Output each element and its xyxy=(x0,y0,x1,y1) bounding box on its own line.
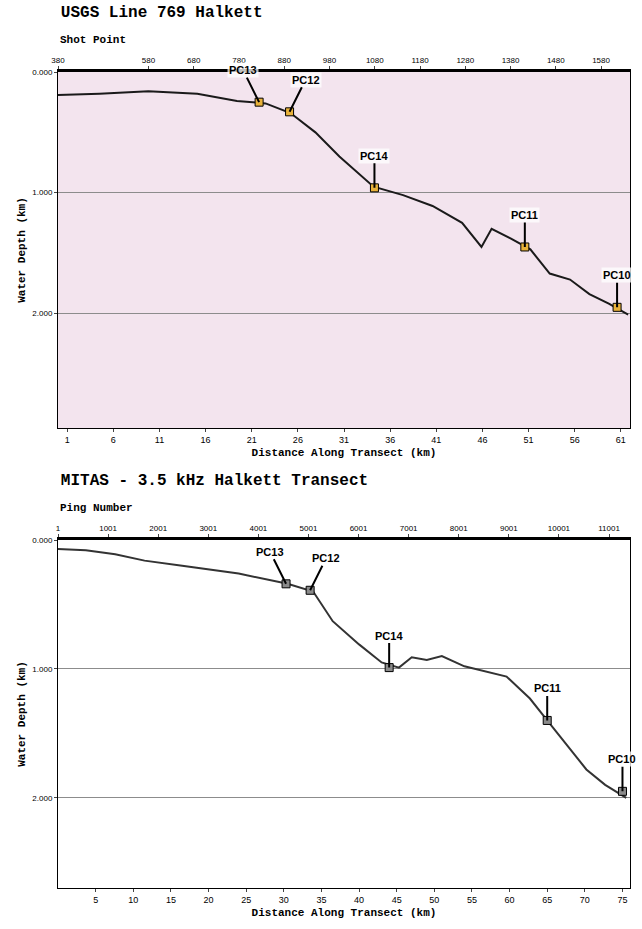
svg-text:1080: 1080 xyxy=(366,56,384,65)
svg-text:PC10: PC10 xyxy=(603,269,631,281)
svg-text:Distance Along Transect (km): Distance Along Transect (km) xyxy=(252,447,437,459)
svg-text:MITAS - 3.5 kHz Halkett Transe: MITAS - 3.5 kHz Halkett Transect xyxy=(61,472,368,490)
svg-text:1480: 1480 xyxy=(547,56,565,65)
svg-text:3001: 3001 xyxy=(199,524,217,533)
svg-text:1: 1 xyxy=(56,524,61,533)
svg-text:56: 56 xyxy=(570,435,580,445)
svg-text:4001: 4001 xyxy=(249,524,267,533)
svg-text:0.000: 0.000 xyxy=(32,68,53,77)
svg-text:PC14: PC14 xyxy=(375,630,403,642)
svg-text:2.000: 2.000 xyxy=(32,794,53,803)
svg-text:60: 60 xyxy=(505,895,515,905)
svg-text:25: 25 xyxy=(241,895,251,905)
svg-text:1.000: 1.000 xyxy=(32,665,53,674)
svg-text:51: 51 xyxy=(524,435,534,445)
svg-text:31: 31 xyxy=(339,435,349,445)
svg-text:0.000: 0.000 xyxy=(32,536,53,545)
svg-text:680: 680 xyxy=(187,56,201,65)
svg-text:11: 11 xyxy=(155,435,164,445)
svg-text:7001: 7001 xyxy=(400,524,418,533)
svg-text:46: 46 xyxy=(477,435,487,445)
svg-text:780: 780 xyxy=(232,56,246,65)
svg-text:20: 20 xyxy=(204,895,214,905)
svg-text:11001: 11001 xyxy=(598,524,620,533)
svg-text:26: 26 xyxy=(293,435,303,445)
svg-text:Ping Number: Ping Number xyxy=(60,502,133,514)
svg-text:36: 36 xyxy=(385,435,395,445)
svg-text:PC12: PC12 xyxy=(312,552,340,564)
svg-text:Water Depth (km): Water Depth (km) xyxy=(16,197,28,303)
svg-text:35: 35 xyxy=(316,895,326,905)
svg-text:70: 70 xyxy=(580,895,590,905)
svg-text:30: 30 xyxy=(279,895,289,905)
svg-text:Shot Point: Shot Point xyxy=(60,34,126,46)
svg-text:2001: 2001 xyxy=(149,524,167,533)
svg-text:9001: 9001 xyxy=(500,524,518,533)
svg-text:10: 10 xyxy=(128,895,138,905)
svg-text:Water Depth (km): Water Depth (km) xyxy=(16,661,28,767)
svg-text:21: 21 xyxy=(247,435,257,445)
svg-text:61: 61 xyxy=(616,435,626,445)
svg-text:55: 55 xyxy=(467,895,477,905)
svg-text:45: 45 xyxy=(392,895,402,905)
svg-text:41: 41 xyxy=(431,435,441,445)
svg-text:1380: 1380 xyxy=(502,56,520,65)
svg-text:5001: 5001 xyxy=(300,524,318,533)
svg-text:16: 16 xyxy=(201,435,211,445)
svg-text:1180: 1180 xyxy=(411,56,429,65)
svg-text:50: 50 xyxy=(429,895,439,905)
svg-text:PC11: PC11 xyxy=(511,209,538,221)
svg-text:6: 6 xyxy=(111,435,116,445)
svg-text:PC11: PC11 xyxy=(534,682,561,694)
svg-text:PC14: PC14 xyxy=(360,150,388,162)
svg-text:1: 1 xyxy=(65,435,70,445)
svg-text:8001: 8001 xyxy=(450,524,468,533)
svg-text:65: 65 xyxy=(542,895,552,905)
svg-text:580: 580 xyxy=(142,56,156,65)
svg-text:6001: 6001 xyxy=(350,524,368,533)
svg-text:40: 40 xyxy=(354,895,364,905)
svg-text:1280: 1280 xyxy=(456,56,474,65)
svg-text:USGS Line 769 Halkett: USGS Line 769 Halkett xyxy=(61,4,263,22)
svg-text:75: 75 xyxy=(617,895,627,905)
svg-text:15: 15 xyxy=(166,895,176,905)
svg-text:1580: 1580 xyxy=(592,56,610,65)
svg-text:980: 980 xyxy=(323,56,337,65)
svg-text:2.000: 2.000 xyxy=(32,309,53,318)
svg-text:PC12: PC12 xyxy=(292,74,320,86)
svg-text:5: 5 xyxy=(93,895,98,905)
svg-text:Distance Along Transect (km): Distance Along Transect (km) xyxy=(252,907,437,919)
svg-text:380: 380 xyxy=(51,56,65,65)
svg-text:PC13: PC13 xyxy=(256,546,284,558)
svg-text:PC10: PC10 xyxy=(608,753,636,765)
svg-text:10001: 10001 xyxy=(548,524,571,533)
svg-text:880: 880 xyxy=(278,56,292,65)
svg-text:1.000: 1.000 xyxy=(32,188,53,197)
svg-text:1001: 1001 xyxy=(99,524,117,533)
svg-text:PC13: PC13 xyxy=(229,64,257,76)
